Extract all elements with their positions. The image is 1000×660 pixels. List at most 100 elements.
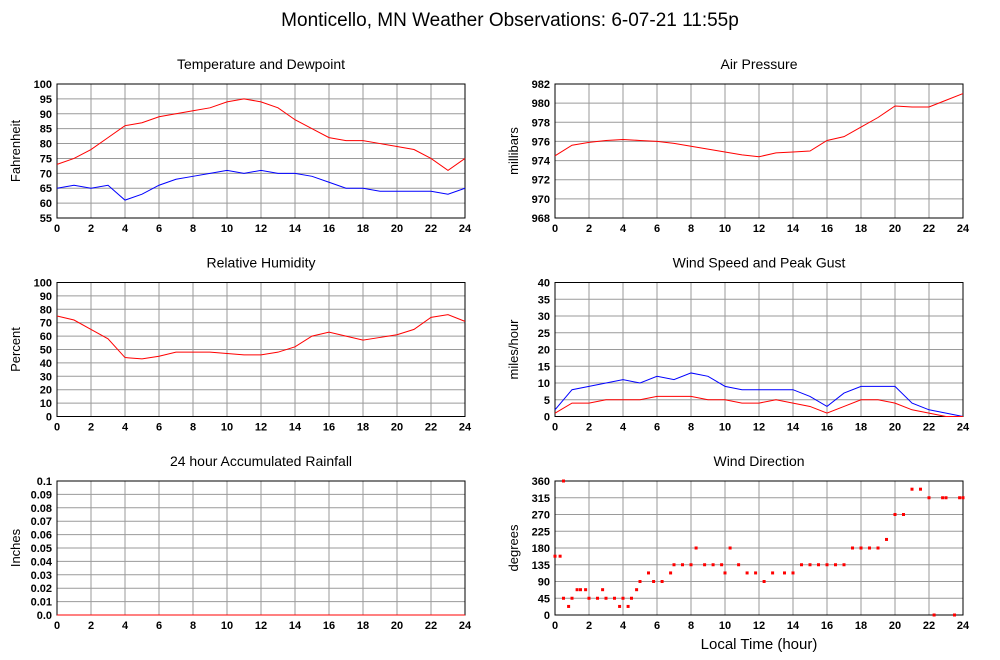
y-tick-label: 15 bbox=[538, 361, 550, 373]
data-line bbox=[554, 372, 964, 417]
y-tick-label: 0.06 bbox=[31, 530, 52, 542]
data-point bbox=[851, 546, 854, 550]
chart-title: Wind Direction bbox=[713, 453, 804, 469]
data-point bbox=[553, 554, 557, 558]
x-tick-label: 2 bbox=[88, 422, 94, 434]
y-tick-label: 55 bbox=[40, 213, 52, 225]
data-point bbox=[771, 571, 775, 575]
y-tick-label: 90 bbox=[40, 291, 52, 303]
y-tick-label: 100 bbox=[34, 278, 52, 290]
x-tick-label: 8 bbox=[190, 620, 196, 632]
data-point bbox=[791, 571, 795, 575]
y-tick-label: 45 bbox=[538, 593, 550, 605]
data-point bbox=[817, 563, 820, 567]
y-tick-label: 135 bbox=[532, 560, 550, 572]
x-tick-label: 0 bbox=[552, 620, 558, 632]
x-tick-label: 8 bbox=[190, 422, 196, 434]
x-tick-label: 18 bbox=[357, 223, 369, 235]
x-tick-label: 14 bbox=[289, 620, 302, 632]
page-title: Monticello, MN Weather Observations: 6-0… bbox=[281, 10, 739, 31]
y-tick-label: 20 bbox=[40, 385, 52, 397]
x-tick-label: 0 bbox=[552, 422, 558, 434]
data-point bbox=[737, 563, 741, 567]
x-tick-label: 22 bbox=[425, 422, 437, 434]
x-tick-label: 22 bbox=[425, 223, 437, 235]
data-point bbox=[941, 496, 945, 500]
data-point bbox=[754, 571, 758, 575]
x-tick-label: 10 bbox=[221, 422, 233, 434]
x-tick-label: 0 bbox=[552, 223, 558, 235]
y-tick-label: 75 bbox=[40, 153, 52, 165]
x-tick-label: 8 bbox=[190, 223, 196, 235]
data-line bbox=[554, 93, 964, 158]
data-line bbox=[554, 395, 963, 417]
y-axis-label: degrees bbox=[506, 524, 521, 571]
data-point bbox=[579, 588, 582, 592]
data-point bbox=[932, 613, 936, 617]
data-point bbox=[562, 596, 565, 600]
data-point bbox=[601, 588, 605, 592]
data-point bbox=[635, 588, 639, 592]
y-tick-label: 40 bbox=[40, 358, 52, 370]
y-tick-label: 50 bbox=[40, 345, 52, 357]
y-tick-label: 60 bbox=[40, 198, 52, 210]
x-tick-label: 10 bbox=[221, 223, 233, 235]
x-tick-label: 4 bbox=[620, 620, 627, 632]
y-tick-label: 270 bbox=[532, 510, 550, 522]
data-point bbox=[800, 563, 803, 567]
data-point bbox=[893, 513, 897, 516]
y-tick-label: 0.07 bbox=[31, 516, 52, 528]
data-point bbox=[596, 596, 599, 600]
x-tick-label: 24 bbox=[957, 422, 970, 434]
y-tick-label: 968 bbox=[532, 213, 550, 225]
x-tick-label: 2 bbox=[586, 620, 592, 632]
data-point bbox=[562, 479, 565, 483]
data-point bbox=[842, 563, 846, 567]
x-tick-label: 20 bbox=[889, 620, 901, 632]
plot-frame bbox=[554, 480, 964, 616]
x-axis-label: Local Time (hour) bbox=[701, 636, 818, 653]
x-tick-label: 12 bbox=[255, 223, 267, 235]
plot-frame bbox=[56, 282, 466, 417]
data-point bbox=[723, 571, 727, 575]
x-tick-label: 0 bbox=[54, 620, 60, 632]
data-point bbox=[694, 546, 698, 550]
x-tick-label: 14 bbox=[787, 422, 800, 434]
y-tick-label: 180 bbox=[532, 543, 550, 555]
x-tick-label: 4 bbox=[122, 620, 129, 632]
y-tick-label: 30 bbox=[538, 311, 550, 323]
x-tick-label: 14 bbox=[787, 620, 800, 632]
data-point bbox=[681, 563, 684, 567]
data-point bbox=[808, 563, 812, 567]
y-tick-label: 974 bbox=[532, 156, 551, 168]
x-tick-label: 10 bbox=[719, 422, 731, 434]
y-tick-label: 60 bbox=[40, 331, 52, 343]
x-tick-label: 16 bbox=[323, 223, 335, 235]
x-tick-label: 22 bbox=[425, 620, 437, 632]
data-point bbox=[825, 563, 829, 567]
y-tick-label: 982 bbox=[532, 79, 550, 91]
data-point bbox=[660, 580, 664, 583]
x-tick-label: 24 bbox=[957, 223, 970, 235]
data-point bbox=[613, 596, 616, 600]
x-tick-label: 16 bbox=[323, 620, 335, 632]
data-point bbox=[958, 496, 962, 500]
y-tick-label: 70 bbox=[40, 168, 52, 180]
data-point bbox=[567, 604, 571, 608]
y-tick-label: 10 bbox=[40, 398, 52, 410]
data-point bbox=[570, 596, 574, 600]
y-tick-label: 0.1 bbox=[37, 476, 52, 488]
y-tick-label: 970 bbox=[532, 194, 550, 206]
x-tick-label: 18 bbox=[855, 422, 867, 434]
data-point bbox=[902, 513, 905, 516]
x-tick-label: 24 bbox=[459, 422, 472, 434]
y-tick-label: 80 bbox=[40, 139, 52, 151]
data-point bbox=[783, 571, 786, 575]
chart-title: Wind Speed and Peak Gust bbox=[673, 255, 846, 271]
data-point bbox=[961, 496, 965, 500]
x-tick-label: 0 bbox=[54, 223, 60, 235]
x-tick-label: 0 bbox=[54, 422, 60, 434]
x-tick-label: 20 bbox=[391, 620, 403, 632]
y-tick-label: 80 bbox=[40, 304, 52, 316]
x-tick-label: 20 bbox=[889, 223, 901, 235]
